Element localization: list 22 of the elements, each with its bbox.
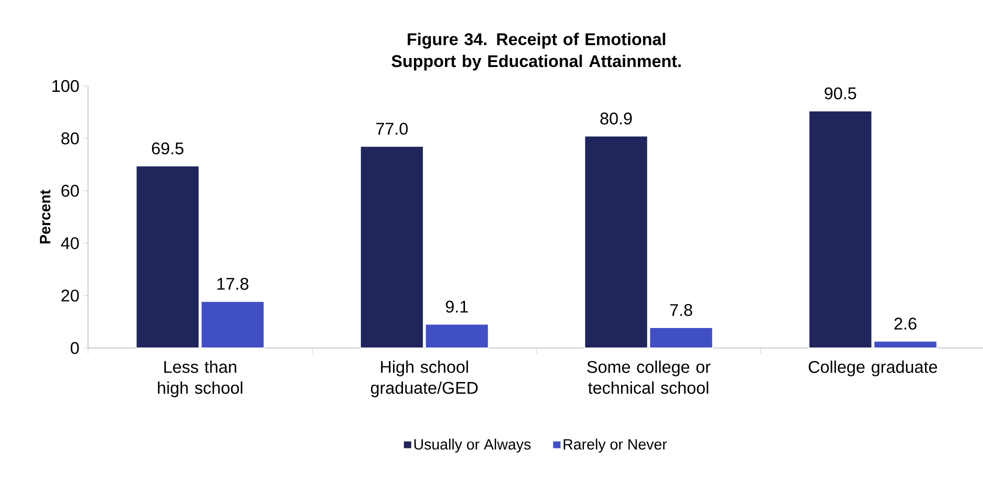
data-label: 17.8 — [217, 278, 248, 290]
data-label: 9.1 — [446, 300, 468, 313]
y-axis-title: Percent — [40, 190, 50, 244]
y-tick-label: 0 — [70, 342, 79, 354]
data-label: 90.5 — [824, 87, 856, 100]
y-tick-label: 80 — [61, 132, 79, 144]
data-label: 69.5 — [152, 142, 184, 154]
data-label: 2.6 — [894, 318, 916, 330]
legend-label: Usually or Always — [414, 438, 531, 453]
legend-label: Rarely or Never — [564, 438, 667, 453]
y-tick-label: 40 — [61, 237, 79, 250]
x-tick-label: College graduate — [808, 360, 938, 376]
x-tick-label: Less than high school — [158, 360, 242, 398]
chart-title: Figure 34. Receipt of Emotional Support by Educational Attainment. — [392, 32, 681, 70]
x-tick-label: Some college or technical school — [587, 360, 710, 394]
data-label: 77.0 — [376, 122, 408, 135]
data-label: 7.8 — [670, 304, 692, 316]
y-tick-label: 60 — [62, 184, 79, 197]
y-tick-label: 20 — [62, 290, 79, 302]
data-label: 80.9 — [600, 112, 632, 125]
x-tick-label: High school graduate/GED — [370, 360, 478, 398]
y-tick-label: 100 — [52, 80, 79, 92]
